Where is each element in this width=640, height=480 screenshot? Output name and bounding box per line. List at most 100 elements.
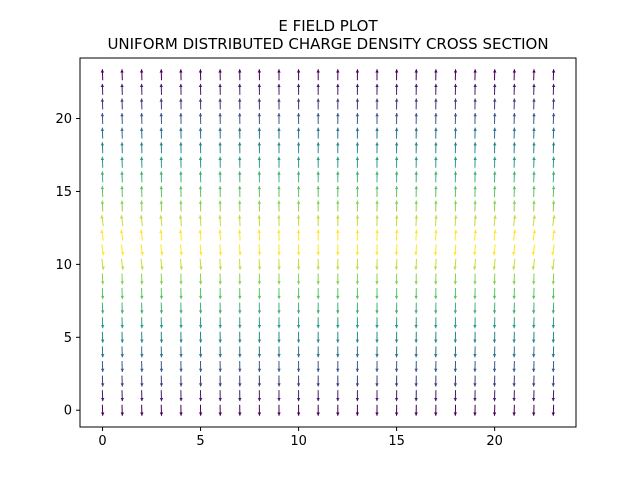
field-arrow — [257, 156, 262, 168]
field-arrow — [551, 375, 555, 387]
field-arrow — [159, 360, 164, 372]
field-arrow — [414, 156, 418, 168]
field-arrow — [532, 142, 536, 154]
field-arrow — [336, 302, 340, 314]
field-arrow — [394, 156, 399, 168]
field-arrow — [140, 288, 144, 300]
field-arrow — [316, 69, 320, 81]
field-arrow — [512, 288, 516, 300]
field-arrow — [179, 390, 183, 402]
field-arrow — [336, 69, 340, 81]
field-arrow — [198, 317, 203, 329]
field-arrow — [394, 360, 399, 372]
field-arrow — [355, 200, 360, 212]
field-arrow — [493, 171, 497, 183]
field-arrow — [120, 171, 124, 183]
field-arrow — [493, 83, 497, 95]
field-arrow — [512, 127, 517, 139]
field-arrow — [414, 317, 418, 329]
field-arrow — [551, 171, 556, 183]
field-arrow — [414, 69, 418, 81]
field-arrow — [218, 215, 222, 227]
field-arrow — [355, 142, 360, 154]
field-arrow — [120, 69, 124, 81]
field-arrow — [414, 127, 418, 139]
field-arrow — [218, 127, 222, 139]
field-arrow — [277, 317, 281, 329]
field-arrow — [198, 288, 203, 300]
field-arrow — [159, 200, 163, 212]
field-arrow — [140, 375, 144, 387]
field-arrow — [532, 83, 536, 95]
x-tick-label: 5 — [196, 434, 204, 449]
field-arrow — [296, 331, 301, 343]
field-arrow — [179, 404, 183, 416]
field-arrow — [355, 346, 360, 358]
field-arrow — [434, 331, 438, 343]
field-arrow — [159, 98, 163, 110]
field-arrow — [512, 302, 516, 314]
field-arrow — [355, 258, 360, 270]
field-arrow — [198, 69, 203, 81]
field-arrow — [179, 156, 183, 168]
field-arrow — [238, 156, 242, 168]
field-arrow — [336, 390, 340, 402]
field-arrow — [159, 113, 163, 125]
field-arrow — [139, 98, 144, 110]
field-arrow — [336, 156, 340, 168]
field-arrow — [257, 171, 262, 183]
field-arrow — [336, 258, 340, 270]
field-arrow — [277, 83, 281, 95]
field-arrow — [375, 375, 379, 387]
field-arrow — [453, 360, 458, 372]
field-arrow — [434, 171, 438, 183]
field-arrow — [316, 98, 320, 110]
field-arrow — [101, 360, 105, 372]
field-arrow — [453, 98, 458, 110]
field-arrow — [551, 346, 555, 358]
field-arrow — [120, 288, 125, 300]
field-arrow — [473, 142, 477, 154]
field-arrow — [511, 244, 516, 256]
field-arrow — [316, 200, 320, 212]
field-arrow — [394, 171, 399, 183]
field-arrow — [395, 229, 399, 241]
field-arrow — [394, 375, 399, 387]
field-arrow — [100, 83, 105, 95]
field-arrow — [296, 98, 301, 110]
field-arrow — [277, 346, 281, 358]
field-arrow — [512, 83, 517, 95]
field-arrow — [159, 288, 164, 300]
field-arrow — [394, 317, 399, 329]
field-arrow — [492, 273, 497, 285]
field-arrow — [296, 215, 301, 227]
field-arrow — [257, 404, 262, 416]
field-arrow — [159, 229, 163, 241]
field-arrow — [296, 229, 301, 241]
field-arrow — [551, 258, 555, 270]
field-arrow — [512, 185, 517, 197]
field-arrow — [492, 244, 496, 256]
field-arrow — [218, 142, 222, 154]
field-arrow — [551, 200, 556, 212]
field-arrow — [355, 390, 360, 402]
field-arrow — [375, 83, 379, 95]
field-arrow — [139, 142, 144, 154]
field-arrow — [238, 288, 242, 300]
field-arrow — [531, 273, 536, 285]
field-arrow — [551, 113, 556, 125]
field-arrow — [336, 317, 340, 329]
field-arrow — [434, 185, 438, 197]
field-arrow — [101, 302, 105, 314]
field-arrow — [394, 404, 399, 416]
field-arrow — [453, 185, 458, 197]
field-arrow — [336, 142, 340, 154]
field-arrow — [355, 98, 360, 110]
field-arrow — [218, 346, 222, 358]
field-arrow — [532, 229, 537, 241]
field-arrow — [159, 331, 164, 343]
field-arrow — [198, 156, 203, 168]
field-arrow — [238, 346, 242, 358]
field-arrow — [179, 302, 183, 314]
